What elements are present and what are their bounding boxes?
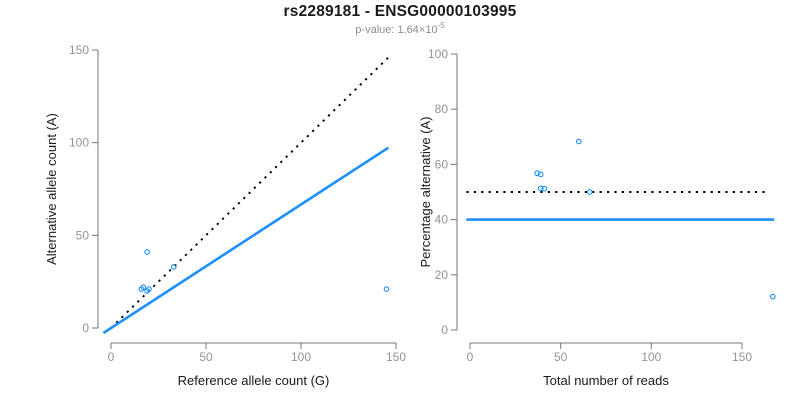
data-point	[146, 286, 152, 292]
left-plot-series	[102, 54, 391, 335]
right-plot-series	[466, 138, 776, 300]
left-plot: 0 50 100 150 0 50 100 150 Reference allele coun…	[44, 43, 406, 388]
x-tick-label: 0	[467, 350, 474, 364]
x-tick-label: 150	[386, 350, 406, 364]
data-point	[170, 263, 177, 270]
x-tick-label: 150	[732, 350, 752, 364]
y-tick-label: 0	[82, 321, 89, 335]
y-tick-label: 80	[435, 102, 449, 116]
left-xaxis-title: Reference allele count (G)	[178, 373, 330, 388]
y-tick-label: 20	[435, 268, 449, 282]
x-tick-label: 0	[108, 350, 115, 364]
right-xaxis-title: Total number of reads	[543, 373, 669, 388]
plot-subtitle: p-value: 1.64×10-5	[0, 21, 800, 36]
right-plot: 0 20 40 60 80 100 0 50 100 150 Total number of re…	[418, 47, 776, 388]
data-point	[537, 185, 544, 192]
y-tick-label: 100	[69, 136, 89, 150]
y-tick-label: 150	[69, 43, 89, 57]
left-plot-axes: 0 50 100 150 0 50 100 150	[69, 43, 406, 364]
data-point	[586, 189, 593, 195]
x-tick-label: 100	[641, 350, 661, 364]
pvalue-exponent: -5	[437, 21, 445, 31]
y-tick-label: 0	[441, 323, 448, 337]
x-tick-label: 50	[554, 350, 568, 364]
data-point	[144, 249, 150, 255]
y-tick-label: 50	[76, 228, 90, 242]
y-tick-label: 100	[428, 47, 448, 61]
x-tick-label: 50	[199, 350, 213, 364]
data-point	[541, 185, 548, 192]
data-point	[537, 171, 544, 178]
y-tick-label: 40	[435, 213, 449, 227]
data-point	[383, 286, 390, 292]
plot-title: rs2289181 - ENSG00000103995	[283, 3, 517, 20]
data-point	[534, 170, 540, 177]
data-point	[140, 284, 147, 291]
identity-line	[110, 54, 391, 329]
x-tick-label: 100	[291, 350, 311, 364]
data-point	[575, 138, 582, 145]
expected-ratio-line	[102, 146, 390, 335]
right-yaxis-title: Percentage alternative (A)	[418, 116, 433, 267]
pvalue-text: p-value: 1.64×10	[355, 24, 438, 36]
left-yaxis-title: Alternative allele count (A)	[44, 113, 59, 265]
y-tick-label: 60	[435, 157, 449, 171]
right-plot-axes: 0 20 40 60 80 100 0 50 100 150	[428, 47, 752, 364]
data-point	[769, 293, 776, 300]
